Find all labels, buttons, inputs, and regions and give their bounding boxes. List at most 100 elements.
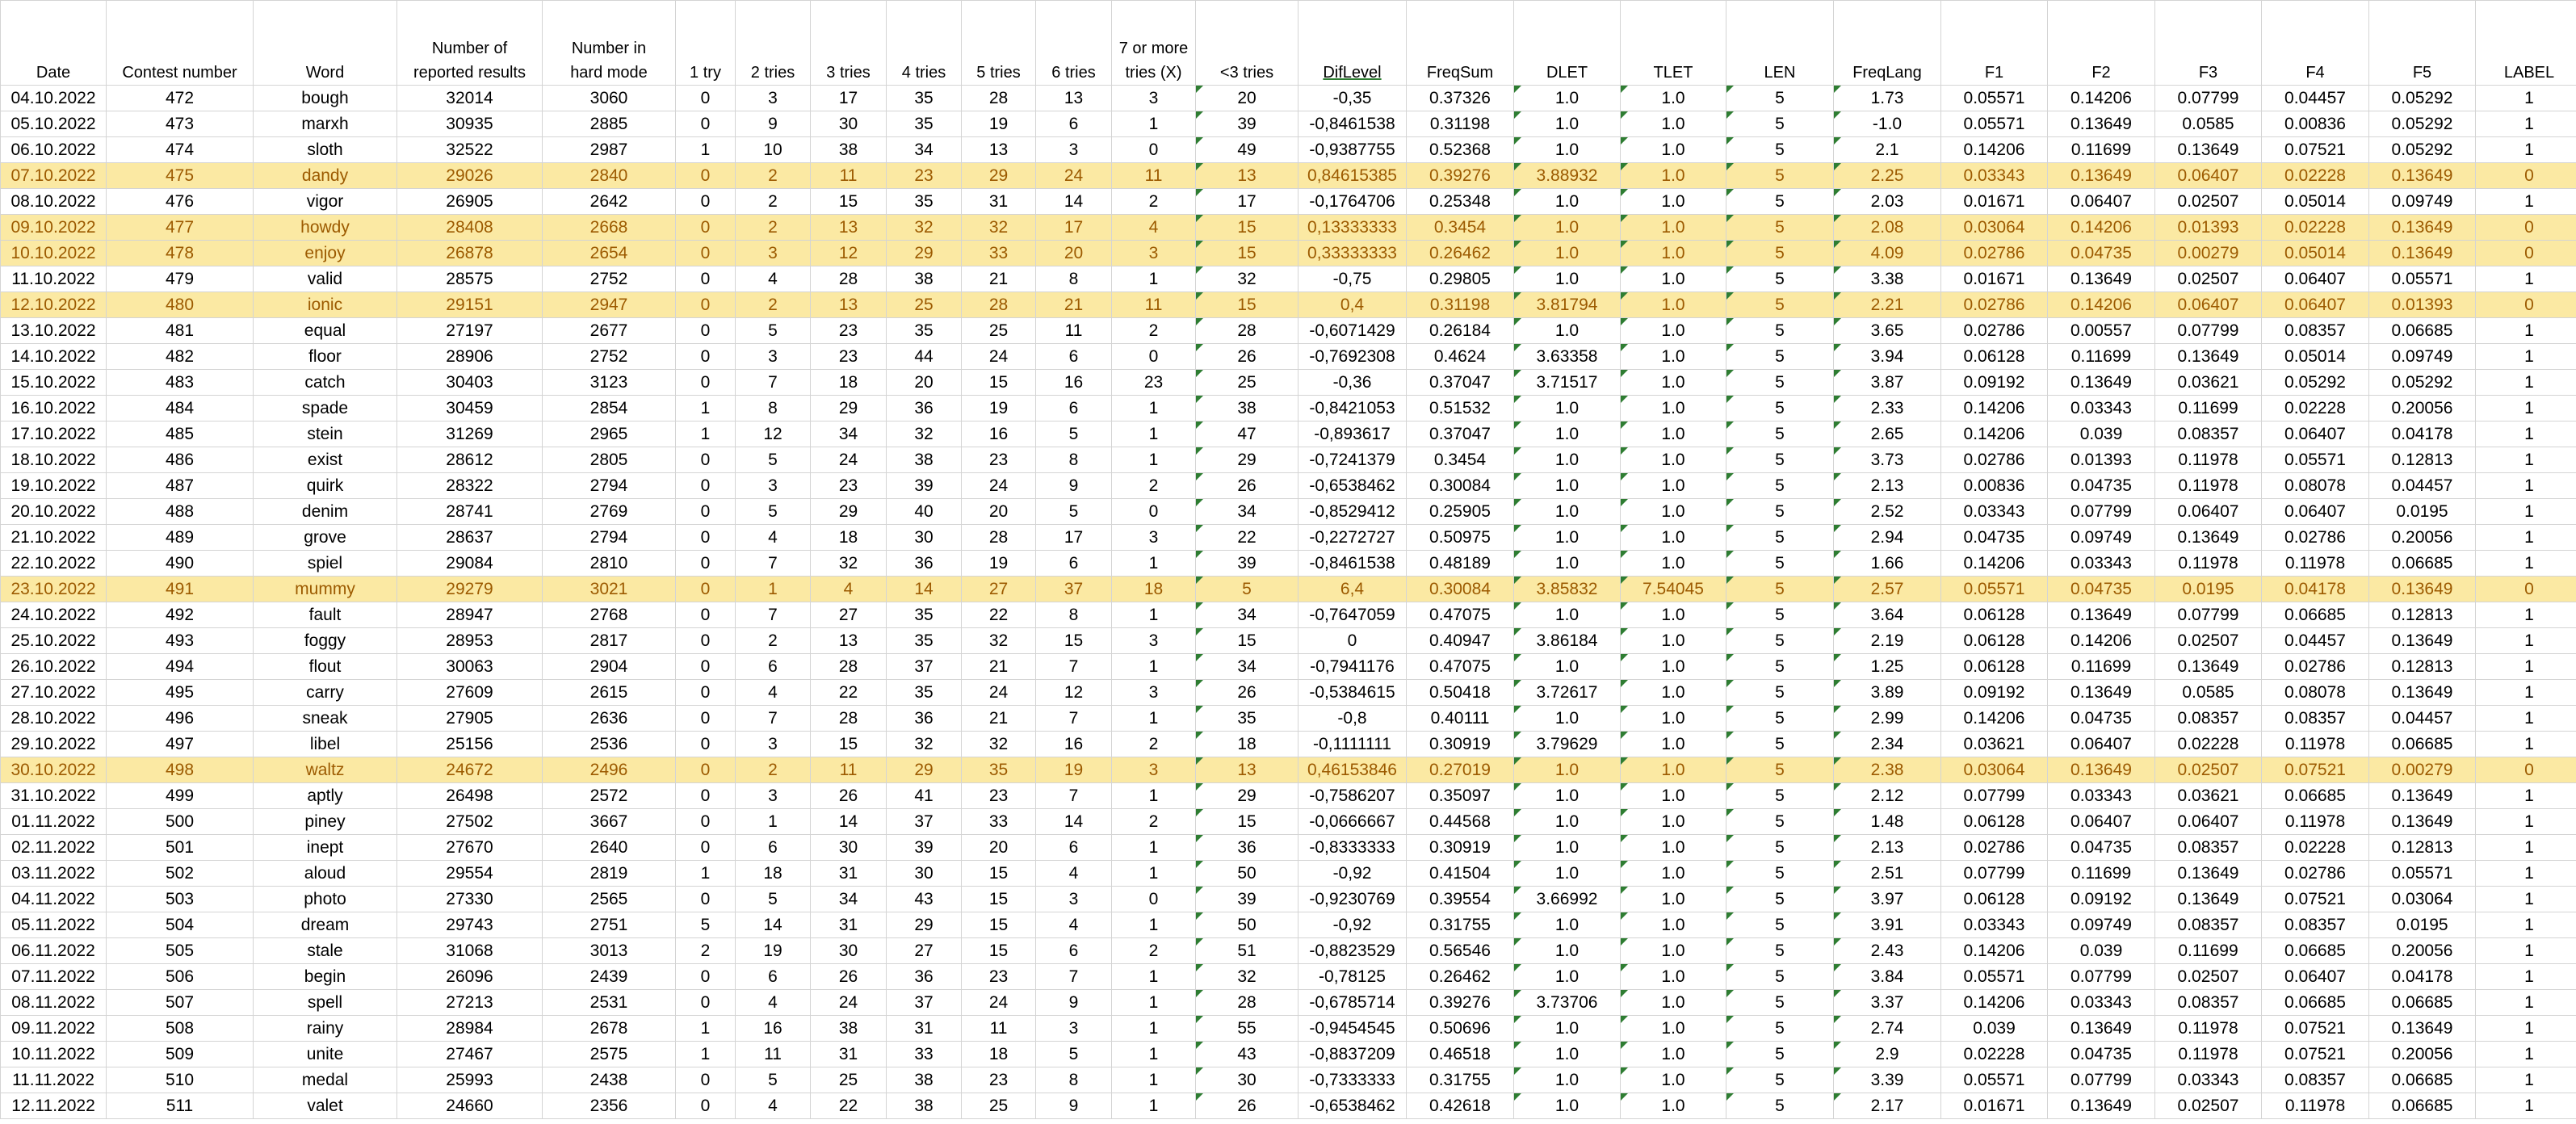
grid-cell[interactable]: 31	[961, 188, 1036, 215]
grid-cell[interactable]: dandy	[253, 162, 397, 189]
grid-cell[interactable]: 510	[106, 1067, 254, 1093]
grid-cell[interactable]: 23	[961, 782, 1036, 809]
grid-cell[interactable]: 1.0	[1620, 1067, 1726, 1093]
grid-cell[interactable]: 1	[2475, 782, 2576, 809]
grid-cell[interactable]: enjoy	[253, 240, 397, 266]
grid-cell[interactable]: 1	[1111, 963, 1196, 990]
grid-cell[interactable]: 0.02507	[2154, 963, 2262, 990]
grid-cell[interactable]: 16	[1035, 731, 1112, 757]
grid-cell[interactable]: 0.06685	[2368, 550, 2476, 577]
grid-cell[interactable]: 32	[886, 731, 962, 757]
grid-cell[interactable]: 0.06685	[2368, 731, 2476, 757]
grid-cell[interactable]: 32	[1195, 963, 1298, 990]
grid-cell[interactable]: 13	[1195, 757, 1298, 783]
grid-cell[interactable]: 26	[1195, 343, 1298, 370]
grid-cell[interactable]: 0.05571	[2368, 266, 2476, 292]
grid-cell[interactable]: 22.10.2022	[0, 550, 107, 577]
grid-cell[interactable]: 0.02507	[2154, 266, 2262, 292]
grid-cell[interactable]: 2677	[542, 317, 676, 344]
grid-cell[interactable]: 1.0	[1513, 266, 1621, 292]
grid-cell[interactable]: 8	[1035, 1067, 1112, 1093]
grid-cell[interactable]: 0.05292	[2368, 136, 2476, 163]
grid-cell[interactable]: 0.02786	[1940, 447, 2048, 473]
grid-cell[interactable]: 0.13649	[2047, 602, 2155, 628]
grid-cell[interactable]: 8	[1035, 447, 1112, 473]
column-header[interactable]: DLET	[1513, 0, 1621, 86]
grid-cell[interactable]: 05.11.2022	[0, 912, 107, 938]
grid-cell[interactable]: 30	[810, 111, 887, 137]
grid-cell[interactable]: 0.13649	[2154, 524, 2262, 551]
grid-cell[interactable]: 5	[1726, 576, 1834, 602]
grid-cell[interactable]: 0.26462	[1406, 240, 1514, 266]
grid-cell[interactable]: 0	[675, 240, 736, 266]
grid-cell[interactable]: 17	[1035, 214, 1112, 241]
grid-cell[interactable]: 0.02228	[2154, 731, 2262, 757]
grid-cell[interactable]: 0.27019	[1406, 757, 1514, 783]
grid-cell[interactable]: 1.0	[1620, 808, 1726, 835]
grid-cell[interactable]: 35	[886, 627, 962, 654]
grid-cell[interactable]: begin	[253, 963, 397, 990]
grid-cell[interactable]: 50	[1195, 860, 1298, 887]
grid-cell[interactable]: 0.06407	[2047, 731, 2155, 757]
grid-cell[interactable]: 27	[810, 602, 887, 628]
grid-cell[interactable]: 0.50418	[1406, 679, 1514, 706]
grid-cell[interactable]: 478	[106, 240, 254, 266]
grid-cell[interactable]: -0,75	[1298, 266, 1407, 292]
grid-cell[interactable]: 24.10.2022	[0, 602, 107, 628]
grid-cell[interactable]: 22	[1195, 524, 1298, 551]
grid-cell[interactable]: 24	[961, 679, 1036, 706]
grid-cell[interactable]: 2752	[542, 266, 676, 292]
column-header[interactable]: F3	[2154, 0, 2262, 86]
grid-cell[interactable]: 0.04735	[2047, 472, 2155, 499]
grid-cell[interactable]: 0.07799	[2047, 498, 2155, 525]
grid-cell[interactable]: 43	[886, 886, 962, 912]
grid-cell[interactable]: 5	[1726, 343, 1834, 370]
grid-cell[interactable]: 32	[961, 214, 1036, 241]
grid-cell[interactable]: 3	[735, 85, 811, 111]
grid-cell[interactable]: 472	[106, 85, 254, 111]
grid-cell[interactable]: 13	[810, 627, 887, 654]
grid-cell[interactable]: 0.00836	[2261, 111, 2369, 137]
grid-cell[interactable]: 38	[886, 447, 962, 473]
grid-cell[interactable]: denim	[253, 498, 397, 525]
column-header[interactable]: 7 or more tries (X)	[1111, 0, 1196, 86]
grid-cell[interactable]: 1	[1111, 1015, 1196, 1042]
grid-cell[interactable]: 1.0	[1620, 369, 1726, 396]
column-header[interactable]: 3 tries	[810, 0, 887, 86]
grid-cell[interactable]: 483	[106, 369, 254, 396]
grid-cell[interactable]: 29151	[396, 291, 543, 318]
grid-cell[interactable]: 3.94	[1833, 343, 1941, 370]
grid-cell[interactable]: 0.31755	[1406, 1067, 1514, 1093]
grid-cell[interactable]: 1	[675, 1015, 736, 1042]
grid-cell[interactable]: 28322	[396, 472, 543, 499]
grid-cell[interactable]: 0.01393	[2368, 291, 2476, 318]
grid-cell[interactable]: 22	[961, 602, 1036, 628]
grid-cell[interactable]: -0,1764706	[1298, 188, 1407, 215]
grid-cell[interactable]: 2840	[542, 162, 676, 189]
grid-cell[interactable]: 0.25348	[1406, 188, 1514, 215]
grid-cell[interactable]: 35	[886, 85, 962, 111]
grid-cell[interactable]: 0.09192	[2047, 886, 2155, 912]
grid-cell[interactable]: 0.00836	[1940, 472, 2048, 499]
grid-cell[interactable]: 473	[106, 111, 254, 137]
grid-cell[interactable]: -0,92	[1298, 860, 1407, 887]
grid-cell[interactable]: sloth	[253, 136, 397, 163]
grid-cell[interactable]: 4	[735, 679, 811, 706]
grid-cell[interactable]: 0.48189	[1406, 550, 1514, 577]
grid-cell[interactable]: 09.11.2022	[0, 1015, 107, 1042]
grid-cell[interactable]: 1	[1111, 395, 1196, 422]
grid-cell[interactable]: spell	[253, 989, 397, 1016]
grid-cell[interactable]: 27502	[396, 808, 543, 835]
grid-cell[interactable]: 36	[886, 550, 962, 577]
grid-cell[interactable]: 3.88932	[1513, 162, 1621, 189]
grid-cell[interactable]: 39	[1195, 550, 1298, 577]
grid-cell[interactable]: 1.0	[1620, 1041, 1726, 1067]
grid-cell[interactable]: 0.03343	[1940, 162, 2048, 189]
grid-cell[interactable]: 6	[1035, 343, 1112, 370]
grid-cell[interactable]: 27670	[396, 834, 543, 861]
grid-cell[interactable]: 5	[1726, 963, 1834, 990]
grid-cell[interactable]: 0.11699	[2047, 653, 2155, 680]
column-header[interactable]: F4	[2261, 0, 2369, 86]
grid-cell[interactable]: 1.0	[1620, 214, 1726, 241]
grid-cell[interactable]: exist	[253, 447, 397, 473]
